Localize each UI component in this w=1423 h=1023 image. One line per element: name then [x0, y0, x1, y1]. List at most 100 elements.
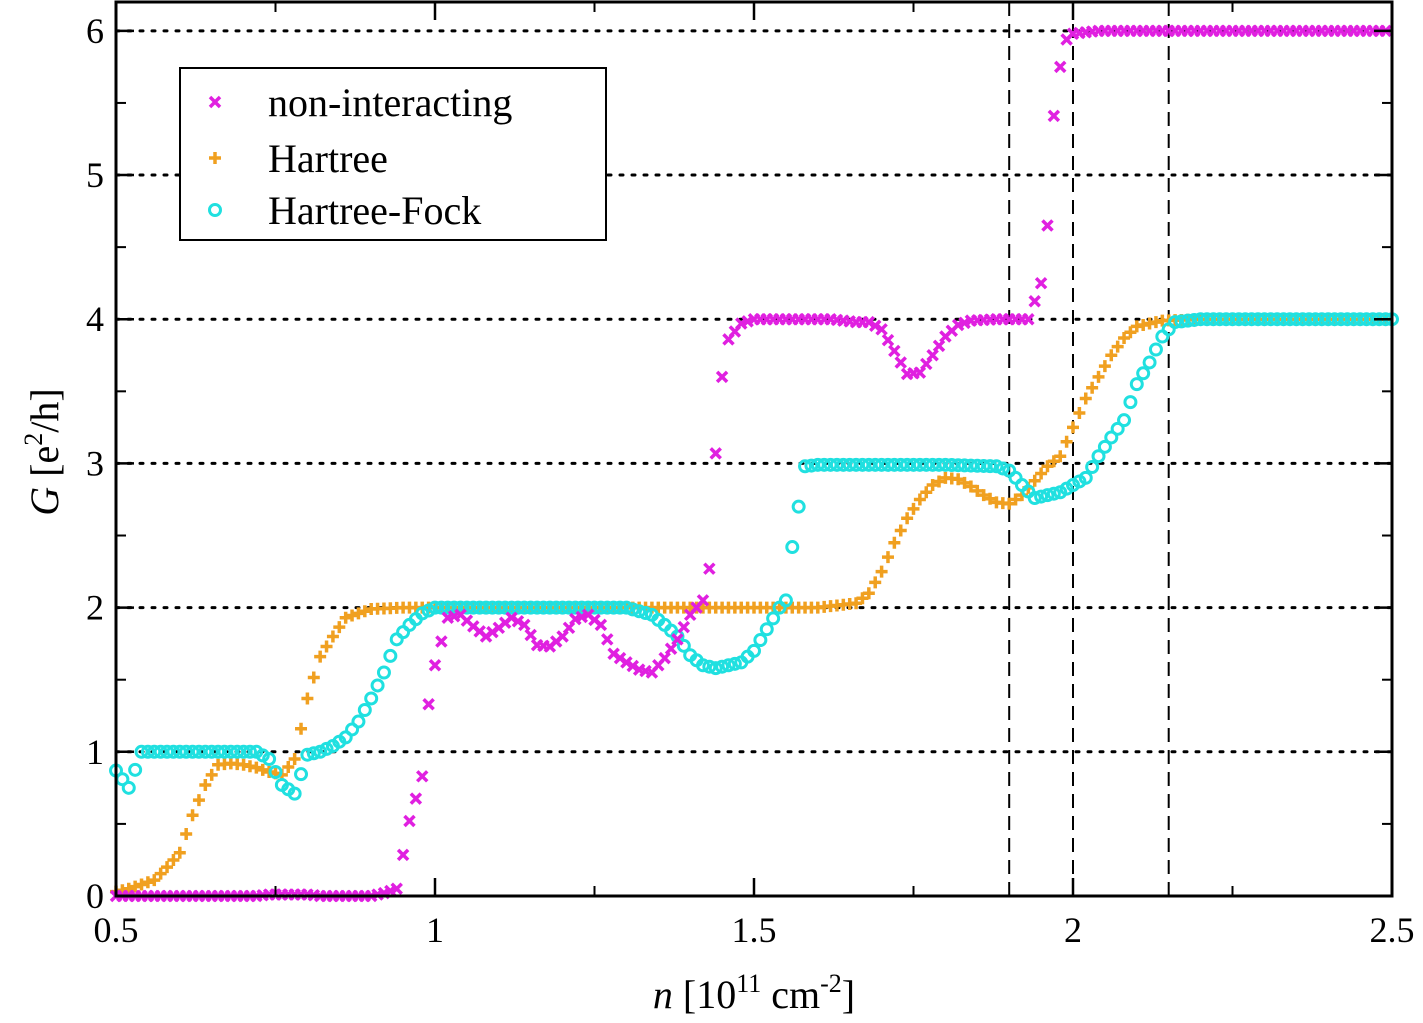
data-point-non-interacting: [1041, 219, 1054, 232]
data-point-hartree-fock: [1034, 489, 1049, 504]
data-point-hartree-fock: [172, 744, 187, 759]
data-point-hartree-fock: [568, 600, 583, 615]
data-point-non-interacting: [1034, 276, 1048, 290]
data-point-hartree-fock: [912, 457, 927, 472]
data-point-hartree: [186, 809, 199, 822]
data-point-hartree-fock: [1359, 312, 1374, 327]
data-point-hartree-fock: [542, 600, 557, 615]
data-point-hartree-fock: [836, 457, 851, 472]
data-point-hartree-fock: [479, 600, 494, 615]
data-point-non-interacting: [1054, 60, 1067, 74]
data-point-hartree-fock: [766, 611, 781, 626]
data-point-hartree-fock: [208, 203, 222, 217]
data-point-non-interacting: [868, 319, 882, 332]
data-point-hartree-fock: [900, 457, 915, 472]
data-point-hartree-fock: [1199, 312, 1214, 327]
data-point-hartree-fock: [140, 744, 155, 759]
data-point-hartree-fock: [121, 780, 136, 795]
y-tick-label: 4: [86, 299, 104, 339]
legend-label-hartree: Hartree: [268, 136, 388, 181]
data-point-hartree-fock: [1231, 312, 1246, 327]
data-point-hartree-fock: [491, 600, 506, 615]
data-point-hartree-fock: [1142, 355, 1157, 370]
data-point-hartree: [1041, 460, 1054, 473]
data-point-hartree: [282, 760, 295, 773]
data-point-hartree-fock: [1040, 488, 1055, 503]
data-point-hartree-fock: [670, 629, 685, 644]
data-point-hartree-fock: [574, 600, 589, 615]
data-point-non-interacting: [435, 635, 448, 648]
data-point-hartree: [1092, 370, 1105, 383]
data-point-hartree: [358, 605, 371, 618]
data-point-hartree-fock: [925, 457, 940, 472]
data-point-hartree-fock: [370, 678, 385, 693]
data-point-hartree: [209, 152, 221, 164]
data-point-hartree: [907, 502, 920, 515]
data-point-non-interacting: [677, 620, 691, 634]
data-point-hartree-fock: [1136, 366, 1151, 381]
data-point-hartree-fock: [198, 744, 213, 759]
data-point-hartree-fock: [1346, 312, 1361, 327]
data-point-hartree: [894, 524, 907, 537]
data-point-hartree-fock: [721, 658, 736, 673]
data-point-hartree: [901, 512, 914, 525]
y-tick-label: 3: [86, 443, 104, 483]
data-point-non-interacting: [671, 633, 684, 646]
data-point-hartree-fock: [179, 744, 194, 759]
data-point-hartree: [920, 486, 933, 499]
legend-label-hartree-fock: Hartree-Fock: [268, 188, 481, 233]
data-point-hartree-fock: [785, 540, 800, 555]
data-point-hartree: [964, 480, 977, 493]
data-point-hartree-fock: [676, 638, 691, 653]
data-point-hartree: [856, 592, 869, 605]
data-point-hartree: [888, 536, 901, 549]
data-point-hartree: [122, 882, 135, 895]
data-point-non-interacting: [664, 642, 678, 655]
data-point-hartree-fock: [376, 665, 391, 680]
data-point-hartree-fock: [1276, 312, 1291, 327]
data-point-non-interacting: [594, 618, 608, 632]
data-point-hartree-fock: [191, 744, 206, 759]
data-point-non-interacting: [658, 651, 671, 665]
data-point-hartree: [199, 778, 212, 791]
data-point-hartree-fock: [606, 600, 621, 615]
data-point-hartree-fock: [963, 458, 978, 473]
data-point-hartree-fock: [1333, 312, 1348, 327]
data-point-hartree-fock: [134, 744, 149, 759]
x-axis-title: n [1011 cm-2]: [653, 969, 855, 1017]
data-point-non-interacting: [208, 95, 222, 109]
data-point-hartree-fock: [613, 600, 628, 615]
data-point-non-interacting: [601, 633, 614, 646]
data-point-hartree: [1054, 450, 1067, 463]
y-tick-label: 2: [86, 588, 104, 628]
data-point-hartree-fock: [1295, 312, 1310, 327]
data-point-hartree-fock: [364, 691, 379, 706]
data-point-hartree-fock: [804, 458, 819, 473]
data-point-non-interacting: [518, 618, 531, 632]
series-hartree-fock: [109, 312, 1399, 801]
data-point-hartree: [339, 611, 352, 624]
x-tick-label: 2: [1064, 910, 1082, 950]
data-point-hartree-fock: [1148, 342, 1163, 357]
data-point-hartree-fock: [530, 600, 545, 615]
data-point-hartree: [869, 576, 882, 589]
data-point-hartree-fock: [268, 764, 283, 779]
y-tick-label: 0: [86, 876, 104, 916]
data-point-hartree-fock: [1321, 312, 1336, 327]
data-point-non-interacting: [626, 659, 640, 673]
data-point-hartree-fock: [217, 744, 232, 759]
data-point-non-interacting: [511, 615, 525, 628]
data-series: [109, 24, 1399, 903]
data-point-hartree: [1028, 474, 1041, 487]
data-point-hartree-fock: [1353, 312, 1368, 327]
x-tick-label: 1.5: [732, 910, 777, 950]
data-point-hartree: [952, 473, 965, 486]
data-point-non-interacting: [894, 356, 907, 369]
data-point-non-interacting: [881, 333, 895, 347]
data-point-hartree-fock: [1174, 314, 1189, 329]
legend-box: [179, 67, 607, 241]
data-point-hartree: [173, 846, 186, 859]
data-point-hartree-fock: [600, 600, 615, 615]
data-point-non-interacting: [1028, 294, 1041, 308]
